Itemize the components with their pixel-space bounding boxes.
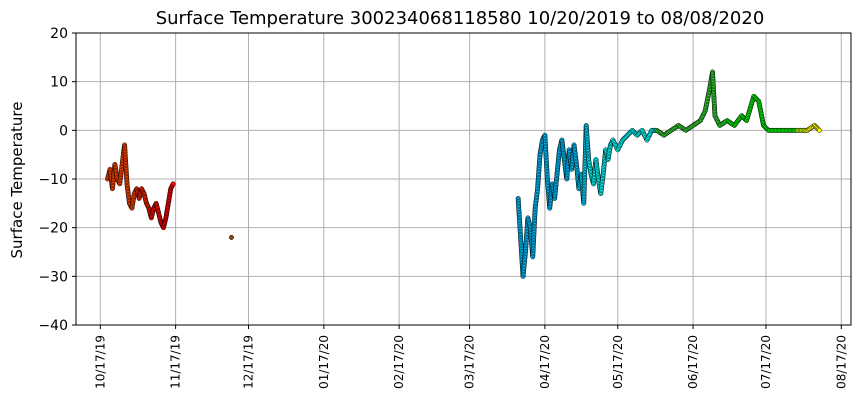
x-tick-label: 05/17/20	[611, 335, 625, 389]
y-axis: 20 10 0 −10 −20 −30 −40	[38, 26, 76, 334]
data-point	[816, 127, 822, 133]
x-tick-label: 11/17/19	[169, 335, 183, 389]
grid	[76, 32, 851, 326]
y-tick-label: −10	[38, 172, 68, 188]
x-tick-label: 12/17/19	[241, 335, 255, 389]
data-point	[229, 234, 234, 240]
chart-title: Surface Temperature 300234068118580 10/2…	[156, 8, 765, 29]
x-tick-label: 08/17/20	[834, 335, 848, 389]
x-tick-label: 03/17/20	[463, 335, 477, 389]
x-tick-label: 10/17/19	[93, 335, 107, 389]
x-tick-label: 02/17/20	[392, 335, 406, 389]
data-point	[170, 181, 176, 187]
x-tick-label: 01/17/20	[317, 335, 331, 389]
y-tick-label: −40	[38, 318, 68, 334]
x-tick-label: 07/17/20	[759, 335, 773, 389]
data-points	[105, 69, 822, 279]
y-tick-label: 20	[50, 26, 68, 42]
y-tick-label: 0	[59, 123, 68, 139]
y-tick-label: 10	[50, 75, 68, 91]
y-tick-label: −20	[38, 221, 68, 237]
x-tick-label: 06/17/20	[686, 335, 700, 389]
x-axis: 10/17/19 11/17/19 12/17/19 01/17/20 02/17/20…	[93, 325, 848, 389]
y-axis-label: Surface Temperature	[8, 102, 26, 259]
y-tick-label: −30	[38, 269, 68, 285]
x-tick-label: 04/17/20	[538, 335, 552, 389]
